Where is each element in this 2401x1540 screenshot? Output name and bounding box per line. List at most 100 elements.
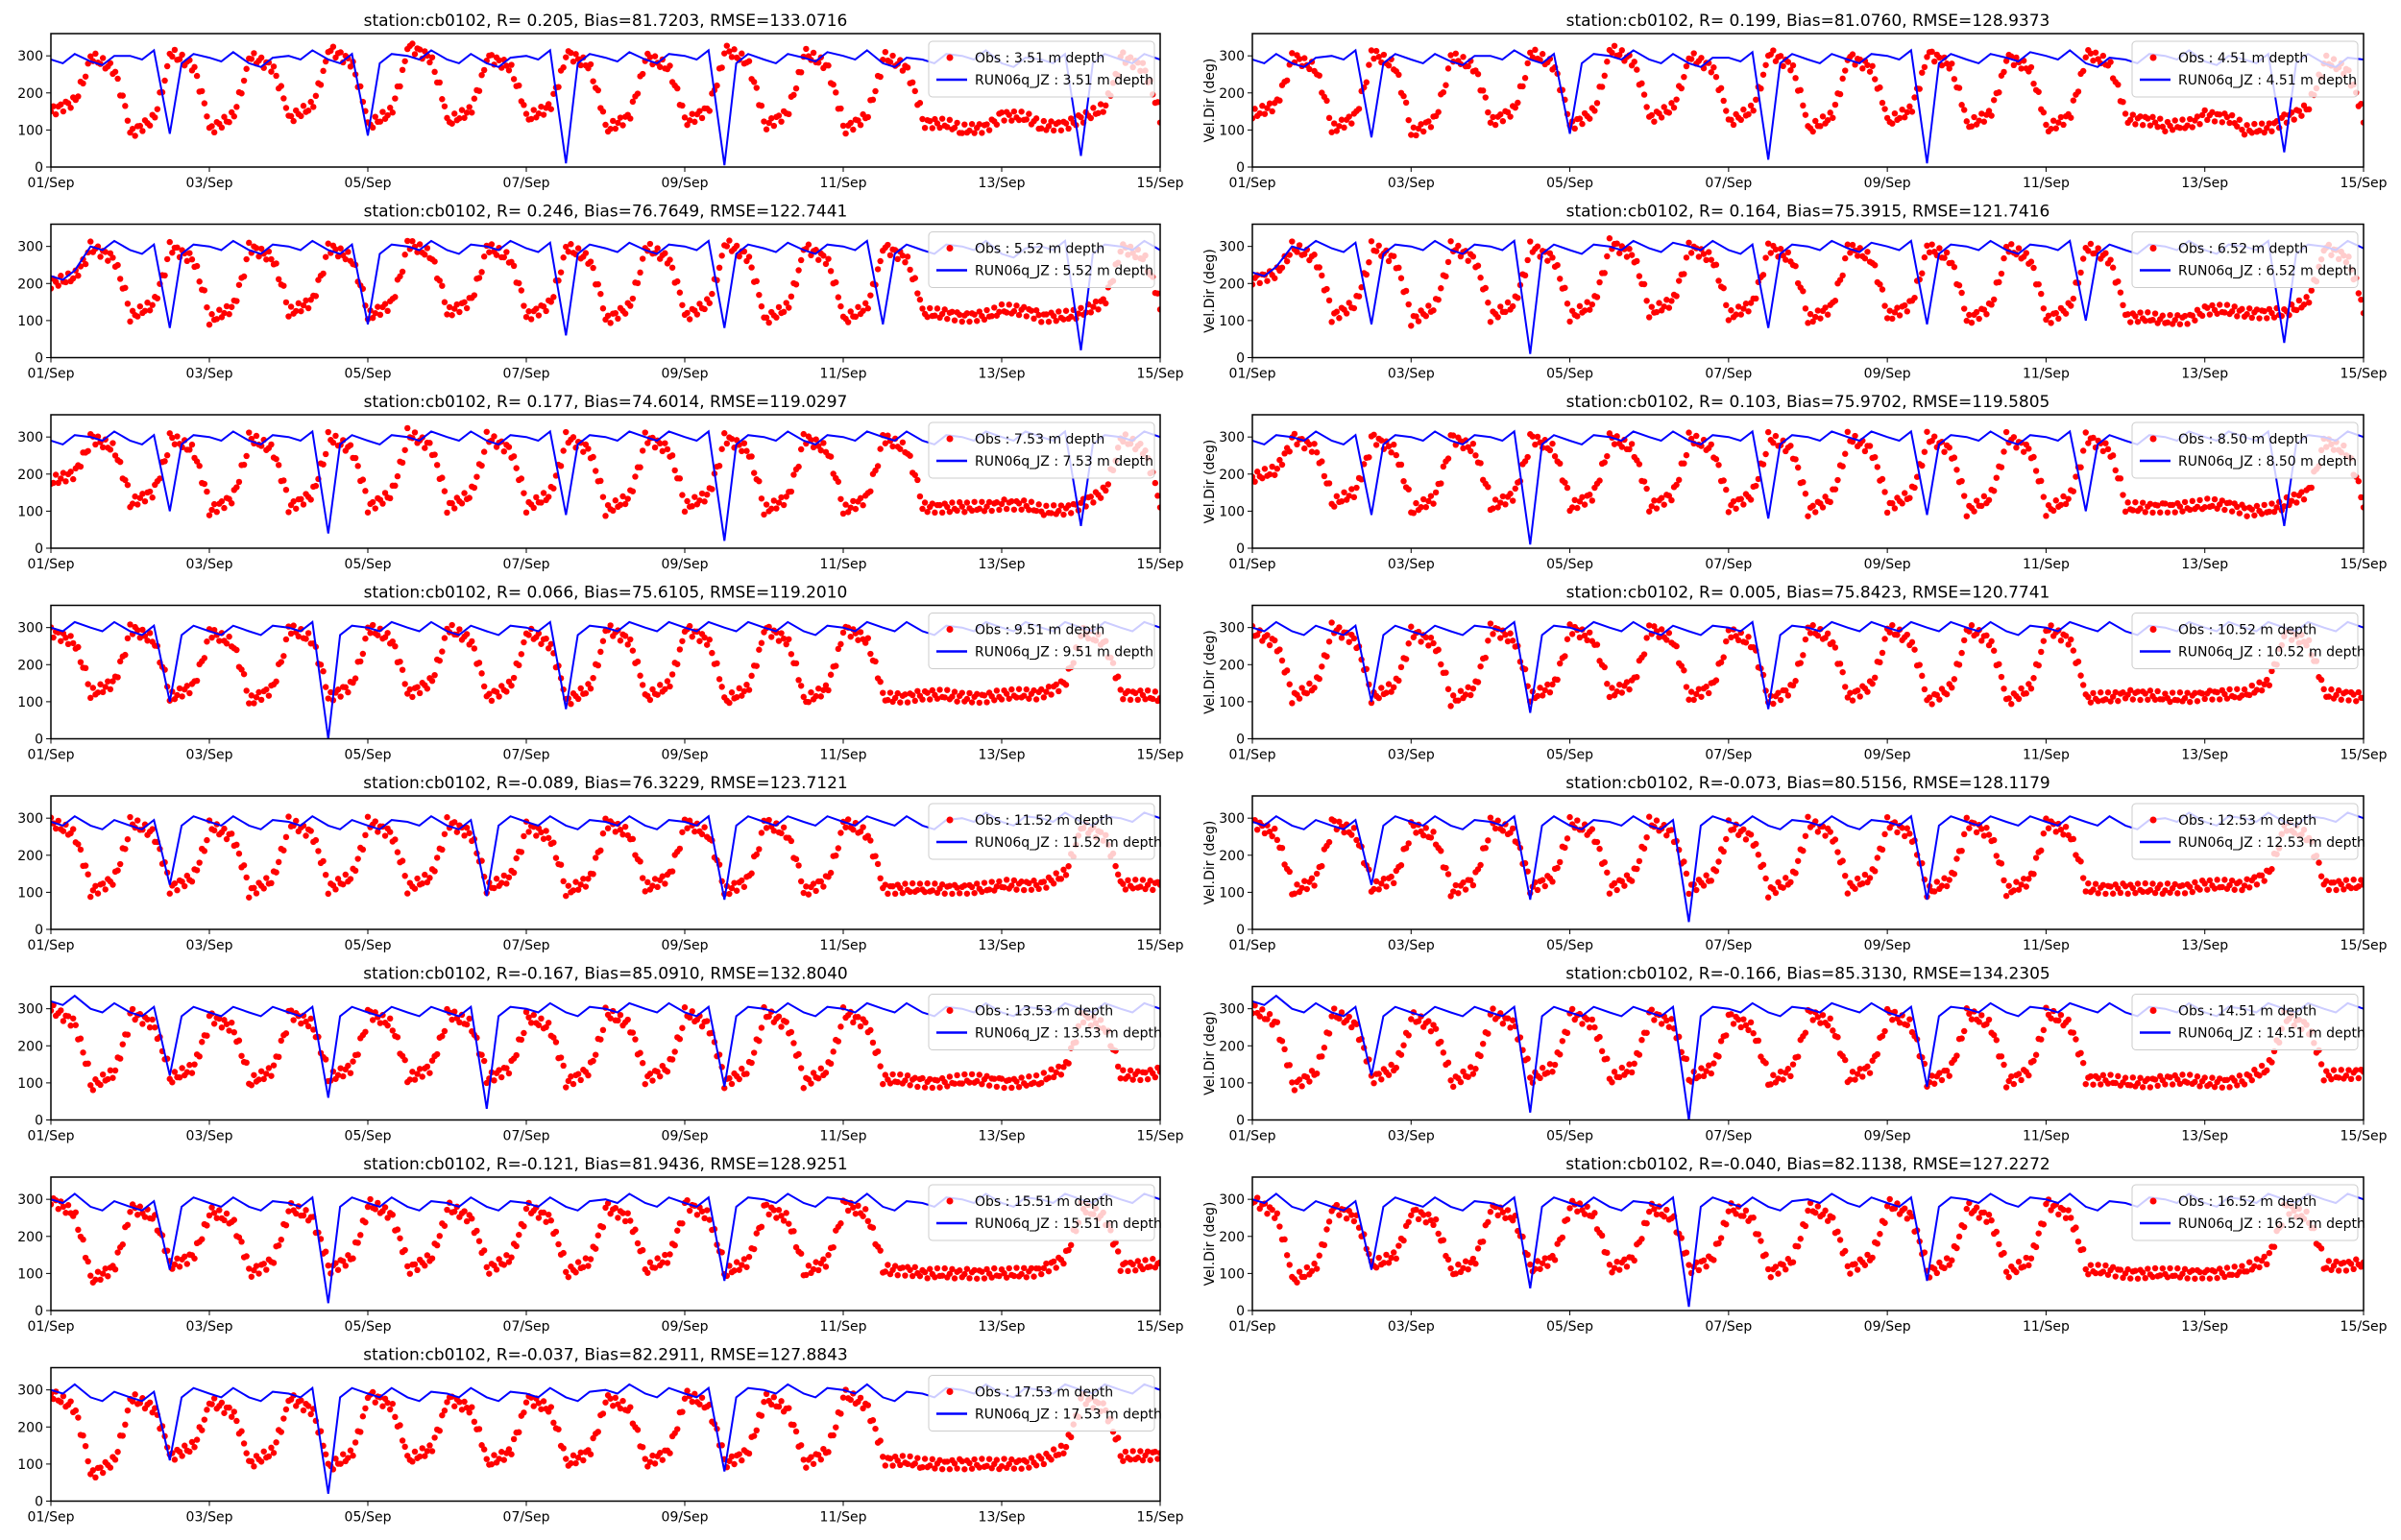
obs-point bbox=[597, 848, 603, 854]
obs-point bbox=[276, 277, 281, 282]
obs-point bbox=[2172, 117, 2178, 123]
obs-point bbox=[337, 693, 343, 699]
x-tick-label: 05/Sep bbox=[1546, 557, 1593, 572]
obs-point bbox=[543, 308, 548, 314]
obs-point bbox=[1564, 301, 1570, 306]
obs-point bbox=[917, 880, 923, 886]
obs-point bbox=[2068, 114, 2074, 120]
obs-point bbox=[1884, 510, 1890, 516]
obs-point bbox=[1726, 509, 1732, 515]
obs-point bbox=[2293, 499, 2299, 505]
obs-point bbox=[828, 268, 834, 274]
obs-point bbox=[1738, 311, 1744, 317]
obs-point bbox=[994, 687, 1000, 693]
obs-point bbox=[139, 128, 145, 133]
obs-point bbox=[793, 856, 799, 862]
obs-point bbox=[1800, 479, 1806, 485]
obs-point bbox=[1919, 463, 1925, 469]
obs-point bbox=[808, 689, 813, 695]
obs-point bbox=[2030, 81, 2036, 86]
obs-point bbox=[1892, 110, 1898, 116]
obs-point bbox=[1988, 112, 1994, 118]
obs-point bbox=[404, 890, 410, 896]
obs-point bbox=[400, 666, 405, 672]
obs-point bbox=[2221, 507, 2227, 513]
obs-point bbox=[1395, 678, 1401, 684]
obs-point bbox=[1115, 674, 1121, 680]
x-tick-label: 07/Sep bbox=[1705, 938, 1752, 953]
obs-point bbox=[434, 462, 440, 468]
obs-point bbox=[1287, 682, 1293, 687]
obs-point bbox=[1564, 637, 1570, 642]
obs-point bbox=[1976, 316, 1981, 322]
obs-point bbox=[1626, 686, 1632, 692]
obs-point bbox=[977, 700, 982, 706]
obs-point bbox=[798, 257, 804, 263]
obs-point bbox=[426, 875, 432, 880]
obs-point bbox=[2309, 485, 2315, 491]
obs-point bbox=[756, 292, 762, 298]
obs-point bbox=[2003, 429, 2009, 435]
obs-point bbox=[553, 854, 559, 860]
obs-point bbox=[1088, 115, 1094, 121]
obs-point bbox=[254, 890, 259, 896]
obs-point bbox=[2246, 305, 2252, 311]
obs-point bbox=[952, 317, 958, 323]
obs-point bbox=[1566, 814, 1572, 820]
obs-point bbox=[1713, 262, 1719, 268]
obs-point bbox=[1880, 650, 1885, 656]
obs-point bbox=[1488, 319, 1493, 325]
obs-point bbox=[122, 103, 128, 108]
obs-point bbox=[392, 483, 398, 489]
obs-point bbox=[409, 238, 415, 244]
obs-point bbox=[233, 298, 239, 303]
obs-point bbox=[818, 693, 824, 699]
obs-point bbox=[2093, 880, 2098, 886]
obs-point bbox=[313, 837, 319, 843]
obs-point bbox=[1594, 839, 1600, 845]
x-tick-label: 15/Sep bbox=[1137, 176, 1184, 191]
obs-point bbox=[2259, 120, 2265, 126]
obs-point bbox=[1753, 97, 1758, 103]
obs-point bbox=[877, 876, 883, 881]
obs-point bbox=[167, 239, 173, 245]
obs-point bbox=[2251, 513, 2257, 518]
obs-point bbox=[2143, 880, 2148, 886]
obs-point bbox=[751, 79, 757, 84]
obs-point bbox=[1033, 115, 1039, 121]
obs-point bbox=[2232, 303, 2238, 309]
obs-point bbox=[1319, 863, 1324, 869]
obs-point bbox=[1043, 884, 1049, 890]
obs-point bbox=[2318, 677, 2324, 683]
obs-point bbox=[1272, 638, 1277, 643]
obs-point bbox=[1649, 112, 1655, 118]
obs-point bbox=[273, 679, 279, 685]
obs-point bbox=[1792, 263, 1798, 269]
obs-point bbox=[1842, 255, 1848, 261]
obs-point bbox=[152, 1024, 158, 1030]
obs-point bbox=[528, 316, 534, 322]
obs-point bbox=[954, 698, 959, 704]
obs-point bbox=[174, 433, 180, 439]
obs-point bbox=[583, 690, 589, 696]
obs-point bbox=[1842, 873, 1848, 878]
obs-point bbox=[654, 884, 660, 890]
x-tick-label: 11/Sep bbox=[820, 367, 867, 382]
obs-point bbox=[2011, 434, 2017, 440]
x-tick-label: 03/Sep bbox=[186, 557, 233, 572]
obs-point bbox=[630, 99, 636, 105]
legend-obs-label: Obs : 11.52 m depth bbox=[975, 813, 1113, 829]
obs-point bbox=[1629, 878, 1635, 883]
obs-point bbox=[513, 465, 519, 470]
obs-point bbox=[597, 649, 603, 655]
obs-point bbox=[643, 429, 648, 435]
subplot-title: station:cb0102, R= 0.005, Bias=75.8423, … bbox=[1566, 584, 2050, 603]
obs-point bbox=[1103, 488, 1108, 493]
obs-point bbox=[1279, 658, 1285, 663]
obs-point bbox=[1063, 308, 1069, 314]
obs-point bbox=[1809, 503, 1815, 509]
obs-point bbox=[1723, 836, 1729, 842]
obs-point bbox=[858, 629, 863, 635]
x-tick-label: 15/Sep bbox=[2340, 557, 2388, 572]
obs-point bbox=[206, 322, 212, 327]
